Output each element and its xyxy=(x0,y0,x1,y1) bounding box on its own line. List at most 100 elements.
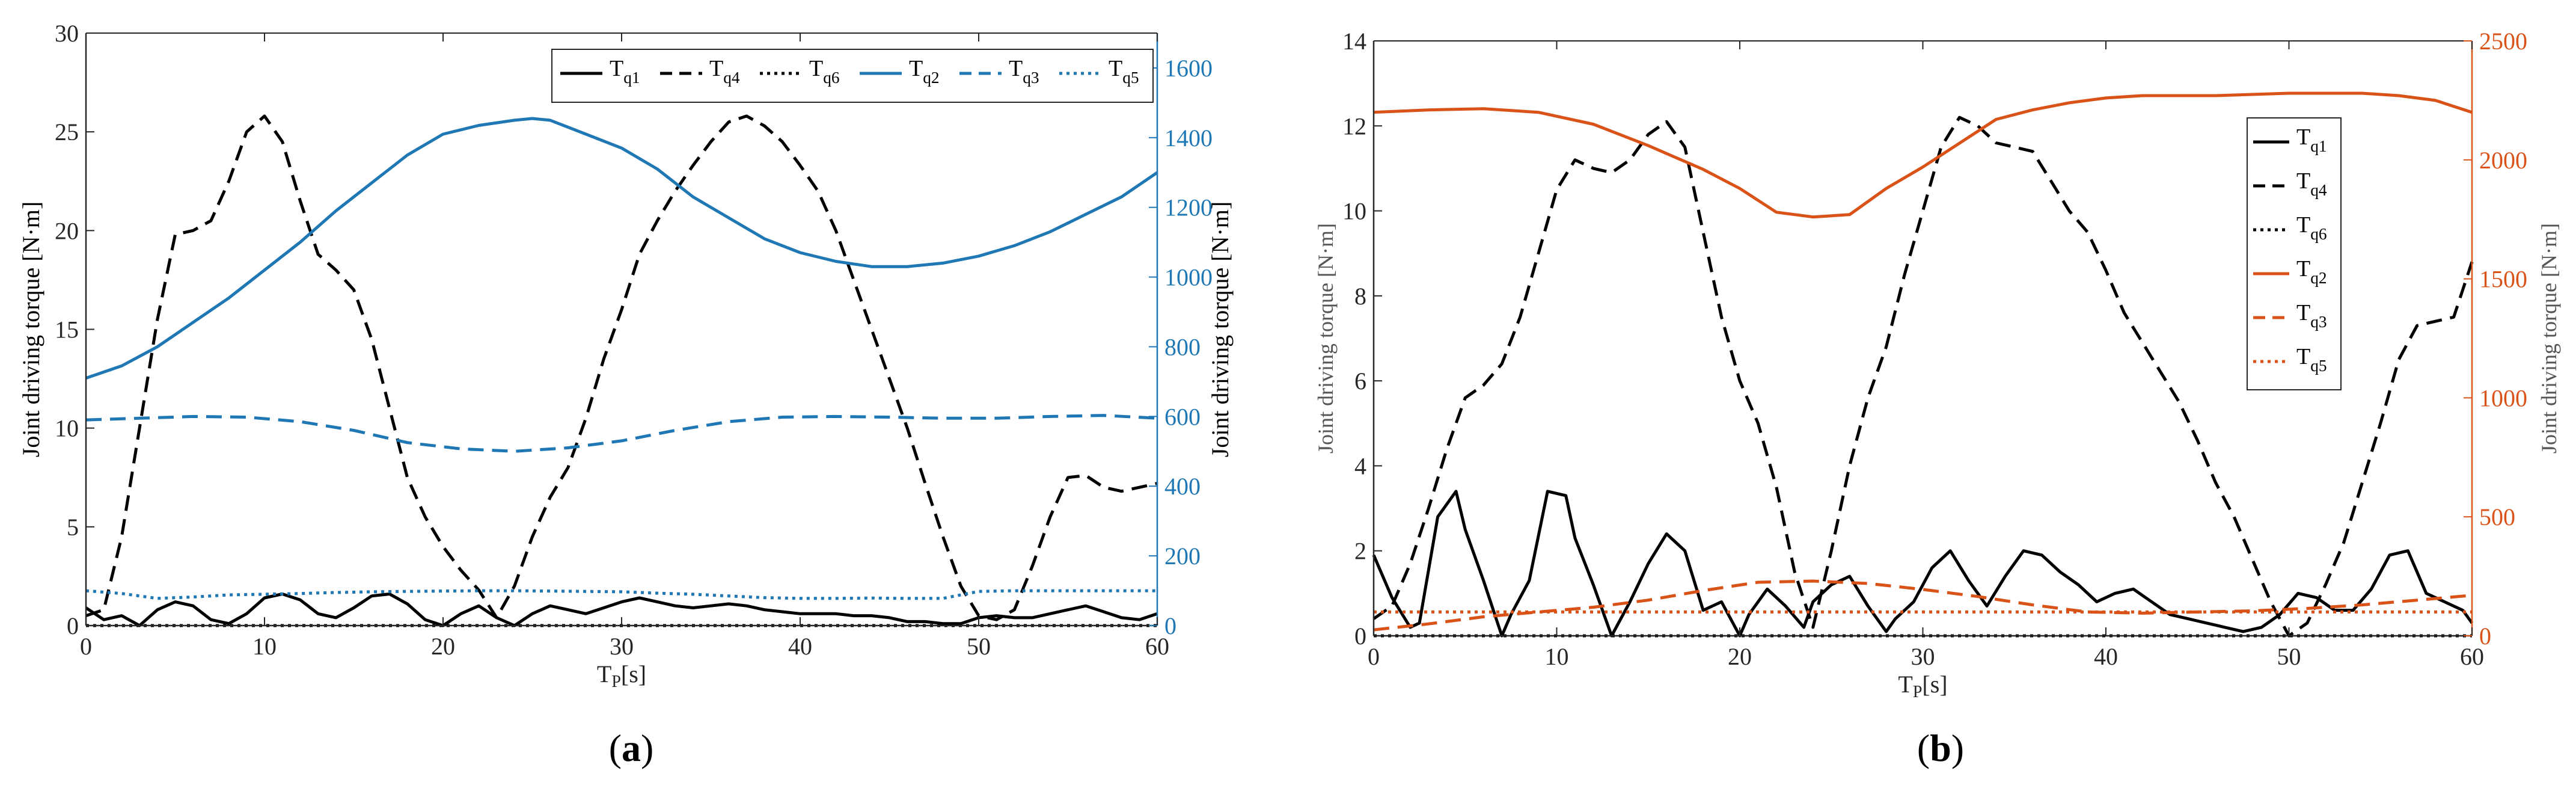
legend-label-main: T xyxy=(1009,56,1023,81)
y-left-tick-label: 30 xyxy=(55,20,79,47)
y-right-tick-label: 400 xyxy=(1164,473,1201,500)
legend-label-q2: Tq2 xyxy=(909,56,940,87)
y-right-tick-label: 800 xyxy=(1164,333,1201,360)
x-axis-label-unit: [s] xyxy=(1922,671,1947,698)
y-left-tick-label: 5 xyxy=(67,514,79,541)
y-left-tick-label: 25 xyxy=(55,118,79,146)
y-left-tick-label: 6 xyxy=(1354,368,1366,395)
y-right-tick-label: 1500 xyxy=(2479,266,2527,293)
y-left-tick-label: 2 xyxy=(1354,538,1366,565)
legend-label-q5: Tq5 xyxy=(2296,344,2327,375)
series-line-q4 xyxy=(85,114,1158,621)
legend-label-sub: q2 xyxy=(2310,269,2327,287)
y-right-tick-label: 600 xyxy=(1164,403,1201,430)
x-axis-label-main: T xyxy=(597,660,611,688)
x-tick-label: 60 xyxy=(1145,633,1169,660)
y-left-tick-label: 14 xyxy=(1342,28,1366,55)
y-axis-right-label: Joint driving torque [N·m] xyxy=(2537,223,2561,454)
y-left-tick-label: 0 xyxy=(1354,623,1366,650)
legend-label-main: T xyxy=(610,56,623,81)
legend-label-sub: q4 xyxy=(723,69,740,87)
y-right-tick-label: 0 xyxy=(2479,623,2491,650)
legend-label-sub: q3 xyxy=(1023,69,1039,87)
legend-label-sub: q3 xyxy=(2310,313,2327,331)
x-axis-label-sub: P xyxy=(611,672,621,691)
series-line-q3 xyxy=(1373,579,2473,632)
series-line-q3 xyxy=(85,414,1158,453)
x-tick-label: 0 xyxy=(80,633,92,660)
y-left-tick-label: 8 xyxy=(1354,283,1366,310)
legend-label-q1: Tq1 xyxy=(610,56,640,87)
x-axis-label: TP[s] xyxy=(1898,671,1947,701)
x-tick-label: 30 xyxy=(610,633,634,660)
legend-label-main: T xyxy=(2296,300,2310,325)
y-left-tick-label: 0 xyxy=(67,612,79,639)
x-tick-label: 20 xyxy=(431,633,455,660)
legend-label-sub: q4 xyxy=(2310,181,2327,199)
legend-box xyxy=(2247,117,2342,390)
legend-label-q1: Tq1 xyxy=(2296,125,2327,155)
y-left-tick-label: 10 xyxy=(1342,198,1366,225)
legend-label-q4: Tq4 xyxy=(2296,168,2327,199)
y-left-tick-label: 10 xyxy=(55,415,79,442)
legend-label-main: T xyxy=(2296,212,2310,238)
legend-label-sub: q1 xyxy=(2310,137,2327,155)
legend-label-q6: Tq6 xyxy=(809,56,840,87)
legend-label-q5: Tq5 xyxy=(1109,56,1139,87)
y-axis-right-label: Joint driving torque [N·m] xyxy=(1207,202,1234,458)
legend-label-sub: q6 xyxy=(2310,225,2327,243)
legend-label-q4: Tq4 xyxy=(709,56,740,87)
x-tick-label: 0 xyxy=(1368,643,1380,670)
x-axis-label-unit: [s] xyxy=(621,660,646,688)
legend-label-q3: Tq3 xyxy=(2296,300,2327,331)
legend-label-main: T xyxy=(2296,125,2310,150)
y-left-tick-label: 4 xyxy=(1354,452,1366,479)
y-right-tick-label: 1000 xyxy=(1164,264,1213,291)
y-right-tick-label: 200 xyxy=(1164,543,1201,570)
y-right-tick-label: 0 xyxy=(1164,612,1176,639)
y-right-tick-label: 2000 xyxy=(2479,147,2527,174)
x-tick-label: 20 xyxy=(1728,643,1752,670)
legend-label-q2: Tq2 xyxy=(2296,256,2327,287)
x-axis-label: TP[s] xyxy=(597,660,646,691)
legend-label-q3: Tq3 xyxy=(1009,56,1039,87)
x-tick-label: 10 xyxy=(1545,643,1569,670)
legend-label-sub: q1 xyxy=(623,69,640,87)
x-axis-label-sub: P xyxy=(1913,683,1923,701)
legend-label-q6: Tq6 xyxy=(2296,212,2327,243)
legend-label-main: T xyxy=(909,56,923,81)
y-right-tick-label: 1600 xyxy=(1164,55,1213,82)
series-line-q5 xyxy=(85,589,1157,600)
series-line-q1 xyxy=(1372,490,2474,638)
x-tick-label: 30 xyxy=(1911,643,1935,670)
series-group xyxy=(85,114,1158,627)
x-tick-label: 10 xyxy=(252,633,277,660)
x-tick-label: 50 xyxy=(2277,643,2301,670)
legend-label-sub: q2 xyxy=(923,69,939,87)
legend-label-main: T xyxy=(709,56,723,81)
y-right-tick-label: 1200 xyxy=(1164,194,1213,221)
y-axis-left-label: Joint driving torque [N·m] xyxy=(17,202,44,458)
legend-label-main: T xyxy=(2296,168,2310,194)
x-tick-label: 40 xyxy=(788,633,812,660)
y-right-tick-label: 1000 xyxy=(2479,384,2527,411)
legend-box xyxy=(551,49,1154,103)
y-right-tick-label: 1400 xyxy=(1164,125,1213,152)
y-right-tick-label: 2500 xyxy=(2479,28,2527,55)
panel-b-caption: (b) xyxy=(1917,727,1964,769)
legend-label-sub: q5 xyxy=(1122,69,1139,87)
x-tick-label: 50 xyxy=(967,633,991,660)
x-tick-label: 60 xyxy=(2460,643,2484,670)
legend-label-main: T xyxy=(809,56,823,81)
chart-a: 0 10 20 30 40 50 60051015202530020040060080010… xyxy=(17,20,1234,691)
chart-b: 0 10 20 30 40 50 60024681012140500100015002000… xyxy=(1314,28,2561,701)
series-line-q2 xyxy=(1373,91,2473,219)
legend-label-sub: q6 xyxy=(823,69,839,87)
y-left-tick-label: 20 xyxy=(55,217,79,244)
legend-label-main: T xyxy=(1109,56,1122,81)
x-axis-label-main: T xyxy=(1898,671,1912,698)
series-line-q2 xyxy=(85,117,1158,380)
